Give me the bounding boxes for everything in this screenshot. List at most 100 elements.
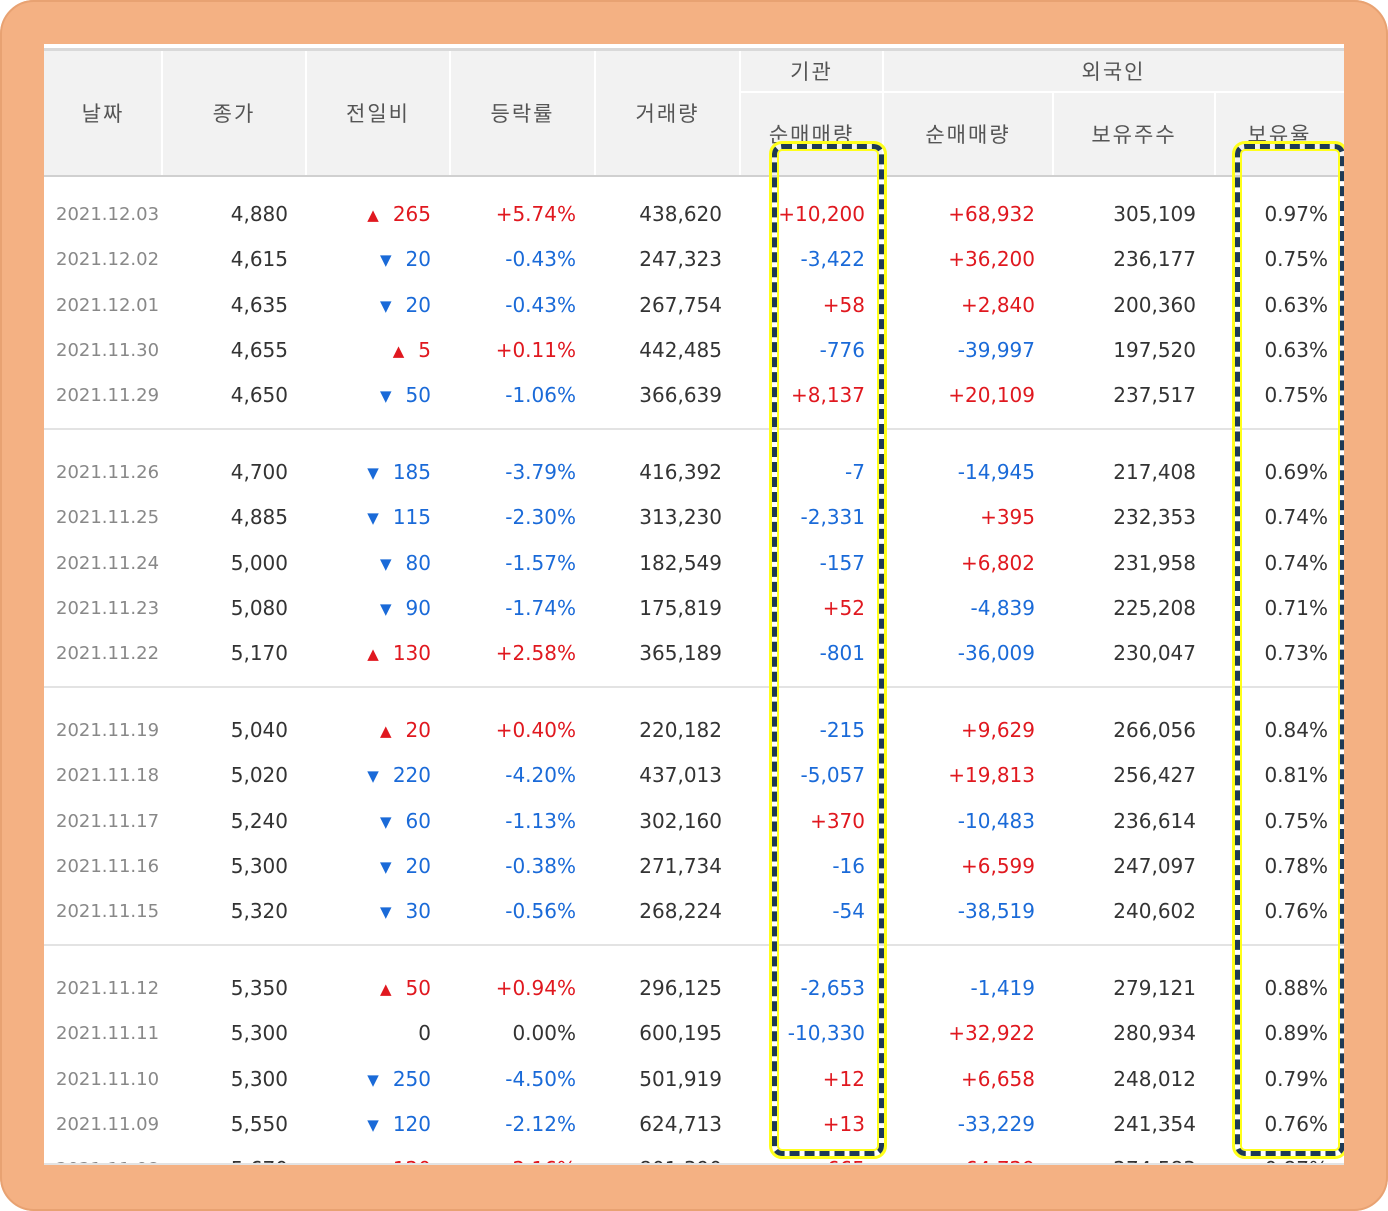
row-close: 5,300 <box>230 1066 288 1091</box>
row-volume: 267,754 <box>639 292 722 317</box>
row-close: 4,650 <box>230 383 288 408</box>
table-row: 2021.12.03 4,880 ▲ 265 +5.74% 438,620 +10,200 +… <box>44 192 1344 237</box>
header-divider <box>1052 93 1054 175</box>
header-divider <box>594 51 596 175</box>
row-change: ▼ 60 <box>380 799 431 844</box>
row-fratio: 0.87% <box>1264 1147 1328 1165</box>
row-change: ▼ 50 <box>380 373 431 418</box>
row-rate: -0.56% <box>505 899 576 924</box>
triangle-up-icon: ▲ <box>367 206 379 224</box>
row-fshares: 217,408 <box>1113 460 1196 484</box>
row-change: ▲ 130 <box>367 631 431 676</box>
row-close: 4,655 <box>230 337 288 362</box>
triangle-down-icon: ▼ <box>367 464 379 482</box>
row-change: ▼ 250 <box>367 1057 431 1102</box>
row-date: 2021.11.24 <box>56 552 160 574</box>
row-fshares: 247,097 <box>1113 853 1196 878</box>
row-change-value: 90 <box>405 595 431 620</box>
row-change-value: 20 <box>405 718 431 742</box>
row-close: 5,080 <box>230 595 288 620</box>
row-inst: -54 <box>832 899 865 924</box>
row-volume: 182,549 <box>639 550 722 575</box>
table-row: 2021.11.16 5,300 ▼ 20 -0.38% 271,734 -16 +6,599… <box>44 844 1344 889</box>
row-change-value: 5 <box>418 337 431 362</box>
header-change: 전일비 <box>346 102 410 126</box>
row-change-value: 20 <box>405 292 431 317</box>
row-fnet: +20,109 <box>948 383 1035 408</box>
table-row: 2021.11.23 5,080 ▼ 90 -1.74% 175,819 +52 -4,839… <box>44 586 1344 631</box>
row-rate: 0.00% <box>512 1021 576 1046</box>
row-inst: +52 <box>822 595 865 620</box>
row-close: 5,300 <box>230 853 288 878</box>
row-fshares: 230,047 <box>1113 641 1196 666</box>
header-divider <box>449 51 451 175</box>
group-divider <box>44 428 1344 430</box>
row-volume: 801,390 <box>639 1147 722 1165</box>
row-fnet: +6,802 <box>960 550 1035 575</box>
row-close: 5,240 <box>230 808 288 833</box>
row-fratio: 0.69% <box>1264 460 1328 484</box>
row-change-value: 20 <box>405 853 431 878</box>
row-fratio: 0.79% <box>1264 1066 1328 1091</box>
row-rate: +0.94% <box>495 976 576 1000</box>
table-row: 2021.11.12 5,350 ▲ 50 +0.94% 296,125 -2,653 -1,… <box>44 966 1344 1011</box>
row-close: 4,885 <box>230 505 288 530</box>
row-volume: 624,713 <box>639 1111 722 1136</box>
row-fshares: 232,353 <box>1113 505 1196 530</box>
table-top-border <box>44 48 1344 51</box>
row-fratio: 0.76% <box>1264 899 1328 924</box>
row-date: 2021.12.01 <box>56 294 160 316</box>
row-volume: 220,182 <box>639 718 722 742</box>
row-fnet: +9,629 <box>960 718 1035 742</box>
triangle-down-icon: ▼ <box>380 296 392 315</box>
triangle-down-icon: ▼ <box>380 857 392 876</box>
row-fshares: 197,520 <box>1113 337 1196 362</box>
row-fshares: 279,121 <box>1113 976 1196 1000</box>
row-rate: -4.20% <box>505 763 576 788</box>
row-fratio: 0.97% <box>1264 202 1328 226</box>
table-row: 2021.11.19 5,040 ▲ 20 +0.40% 220,182 -215 +9,62… <box>44 708 1344 753</box>
row-volume: 268,224 <box>639 899 722 924</box>
row-inst: +12 <box>822 1066 865 1091</box>
row-fshares: 231,958 <box>1113 550 1196 575</box>
row-inst: -157 <box>819 550 865 575</box>
daily-trading-table: 날짜 종가 전일비 등락률 거래량 기관 순매매량 외국인 순매매량 보유주수 … <box>44 44 1344 1165</box>
table-row: 2021.11.10 5,300 ▼ 250 -4.50% 501,919 +12 +6,65… <box>44 1057 1344 1102</box>
row-fratio: 0.78% <box>1264 853 1328 878</box>
table-row: 2021.11.15 5,320 ▼ 30 -0.56% 268,224 -54 -38,51… <box>44 889 1344 934</box>
row-volume: 302,160 <box>639 808 722 833</box>
row-close: 4,880 <box>230 202 288 226</box>
table-bottom-border <box>44 1163 1344 1165</box>
header-inst-net: 순매매량 <box>768 123 855 147</box>
triangle-down-icon: ▼ <box>367 1070 379 1089</box>
table-row: 2021.11.11 5,300 0 0.00% 600,195 -10,330 +32,9… <box>44 1011 1344 1056</box>
row-change-value: 50 <box>405 383 431 408</box>
row-close: 5,170 <box>230 641 288 666</box>
row-fnet: -4,839 <box>970 595 1035 620</box>
triangle-down-icon: ▼ <box>380 599 392 618</box>
row-fratio: 0.75% <box>1264 808 1328 833</box>
row-date: 2021.12.02 <box>56 249 160 271</box>
group-divider <box>44 944 1344 946</box>
header-divider <box>739 51 741 175</box>
row-change-value: 50 <box>405 976 431 1000</box>
row-fnet: +64,729 <box>948 1147 1035 1165</box>
row-inst: +58 <box>822 292 865 317</box>
row-change-value: 220 <box>392 763 431 788</box>
row-fnet: -39,997 <box>957 337 1035 362</box>
row-fnet: -1,419 <box>970 976 1035 1000</box>
row-volume: 438,620 <box>639 202 722 226</box>
triangle-down-icon: ▼ <box>380 251 392 270</box>
row-fratio: 0.75% <box>1264 247 1328 272</box>
row-fshares: 280,934 <box>1113 1021 1196 1046</box>
header-volume: 거래량 <box>635 102 700 126</box>
row-rate: +0.11% <box>495 337 576 362</box>
row-change-value: 120 <box>393 1157 431 1165</box>
table-row: 2021.11.26 4,700 ▼ 185 -3.79% 416,392 -7 -14,94… <box>44 450 1344 495</box>
row-volume: 365,189 <box>639 641 722 666</box>
row-fshares: 305,109 <box>1113 202 1196 226</box>
row-fshares: 274,583 <box>1113 1147 1196 1165</box>
row-inst: +13 <box>822 1111 865 1136</box>
row-rate: +5.74% <box>495 202 576 226</box>
row-fnet: -36,009 <box>957 641 1035 666</box>
